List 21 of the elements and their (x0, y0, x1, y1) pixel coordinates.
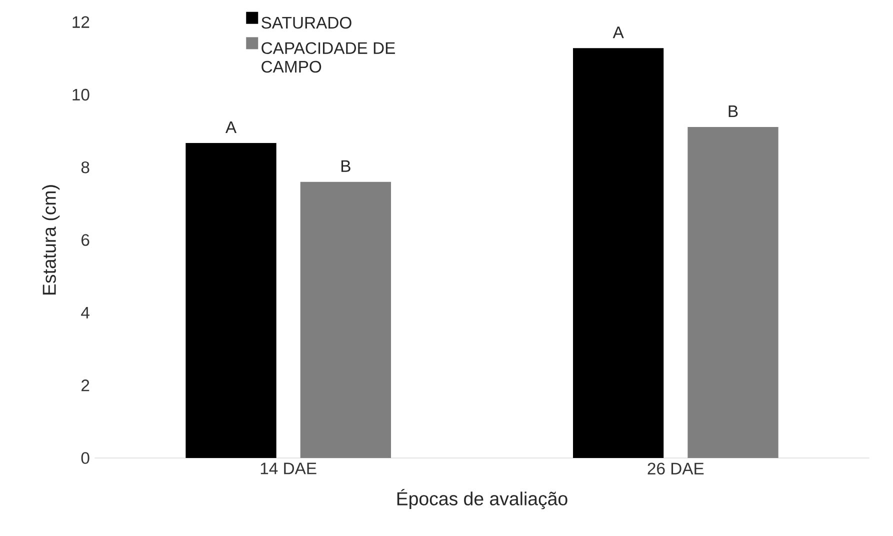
y-tick-label: 6 (82, 234, 90, 246)
bar (688, 127, 778, 458)
data-label: B (341, 160, 350, 172)
x-tick-label: 14 DAE (260, 462, 316, 474)
x-tick-label: 26 DAE (648, 462, 704, 475)
bar (186, 142, 276, 458)
data-label: B (728, 106, 738, 117)
data-label: A (225, 121, 237, 133)
y-tick-label: 8 (81, 161, 90, 174)
y-tick-label: 2 (82, 380, 90, 392)
y-tick-label: 10 (72, 88, 90, 101)
y-axis-title: Estatura (cm) (42, 185, 60, 294)
data-label: A (612, 26, 624, 38)
x-axis-title: Épocas de avaliação (397, 489, 568, 510)
legend-label: CAPACIDADE DE CAMPO (262, 42, 395, 73)
legend-label: SATURADO (262, 16, 352, 29)
bar (300, 182, 391, 458)
y-tick-label: 4 (81, 306, 90, 318)
y-tick-label: 0 (81, 452, 90, 464)
y-tick-label: 12 (72, 16, 90, 28)
bar (573, 48, 664, 458)
